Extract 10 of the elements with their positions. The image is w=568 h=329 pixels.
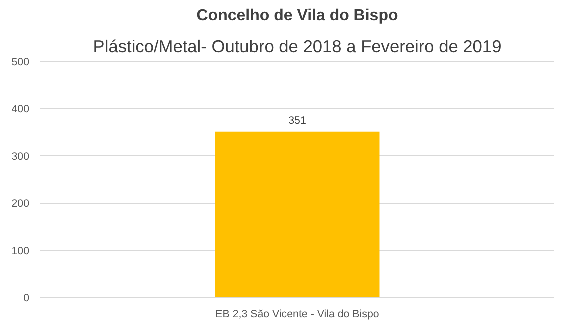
y-tick-label: 0 xyxy=(24,292,30,304)
chart-subtitle: Plástico/Metal- Outubro de 2018 a Fevereiro de 2019 xyxy=(93,36,502,56)
y-tick-label: 200 xyxy=(12,198,30,210)
x-tick-label: EB 2,3 São Vicente - Vila do Bispo xyxy=(216,308,380,320)
chart-title: Concelho de Vila do Bispo xyxy=(196,8,398,24)
data-label: 351 xyxy=(288,114,306,127)
y-tick-label: 400 xyxy=(12,104,30,116)
y-tick-label: 300 xyxy=(12,150,30,163)
y-tick-label: 100 xyxy=(12,245,30,258)
y-tick-label: 500 xyxy=(12,56,30,68)
